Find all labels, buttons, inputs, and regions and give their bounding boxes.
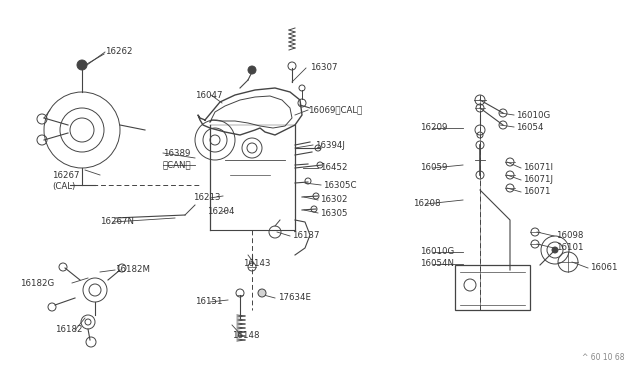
Text: 16208: 16208 (413, 199, 440, 208)
Text: 16069〈CAL〉: 16069〈CAL〉 (308, 106, 362, 115)
Text: 16101: 16101 (556, 244, 584, 253)
Text: 16305C: 16305C (323, 180, 356, 189)
Text: 16010G: 16010G (420, 247, 454, 257)
Text: 16182G: 16182G (20, 279, 54, 288)
Text: 16143: 16143 (243, 259, 271, 267)
Text: 16059: 16059 (420, 164, 447, 173)
Text: 16182: 16182 (55, 326, 83, 334)
Text: 16394J: 16394J (315, 141, 345, 150)
Text: 17634E: 17634E (278, 294, 311, 302)
Bar (455, 265, 530, 310)
Circle shape (248, 66, 256, 74)
Circle shape (77, 60, 87, 70)
Text: 16061: 16061 (590, 263, 618, 273)
Text: 16389: 16389 (163, 148, 190, 157)
Text: 16047: 16047 (195, 90, 223, 99)
Circle shape (552, 247, 558, 253)
Text: 16267N: 16267N (100, 218, 134, 227)
Text: 16452: 16452 (320, 164, 348, 173)
Text: 16098: 16098 (556, 231, 584, 241)
Text: 16071: 16071 (523, 187, 550, 196)
Text: ^ 60 10 68: ^ 60 10 68 (582, 353, 625, 362)
Text: 16209: 16209 (420, 124, 447, 132)
Text: (CAL): (CAL) (52, 183, 76, 192)
Text: 16267: 16267 (52, 170, 79, 180)
Text: 16204: 16204 (207, 208, 234, 217)
Text: 16071J: 16071J (523, 176, 553, 185)
Text: 16137: 16137 (292, 231, 319, 241)
Text: 16010G: 16010G (516, 110, 550, 119)
Text: 16182M: 16182M (115, 266, 150, 275)
Circle shape (258, 289, 266, 297)
Text: 16305: 16305 (320, 208, 348, 218)
Text: 16213: 16213 (193, 193, 221, 202)
Text: 〈CAN〉: 〈CAN〉 (163, 160, 191, 170)
Text: 16302: 16302 (320, 196, 348, 205)
Text: 16148: 16148 (232, 331, 259, 340)
Text: 16071I: 16071I (523, 164, 553, 173)
Text: 16151: 16151 (195, 298, 223, 307)
Text: 16262: 16262 (105, 48, 132, 57)
Text: 16054: 16054 (516, 122, 543, 131)
Text: 16054N: 16054N (420, 260, 454, 269)
Text: 16307: 16307 (310, 64, 337, 73)
